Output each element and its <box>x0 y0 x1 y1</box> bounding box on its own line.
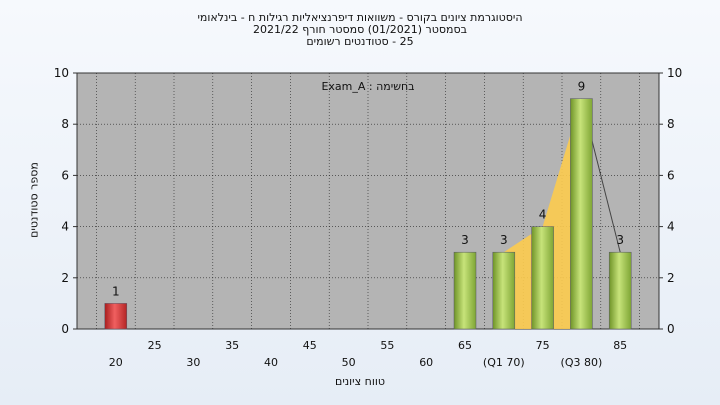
y-tick-label-right: 8 <box>667 117 675 131</box>
chart-annotation: Exam_A : בחשימה <box>321 80 414 93</box>
title-line-1: היסטוגרמת ציונים בקורס - משוואות דיפרנצי… <box>197 11 523 24</box>
bar-value-label: 1 <box>112 284 120 298</box>
x-tick-label-upper: 35 <box>225 339 239 352</box>
y-tick-label-left: 10 <box>54 66 69 80</box>
bar-value-label: 9 <box>578 80 586 94</box>
bar-value-label: 3 <box>616 233 624 247</box>
x-tick-label-lower: 20 <box>109 356 123 369</box>
y-axis-label: מספר סטודנטים <box>27 162 41 238</box>
title-line-2: בסמסטר (01/2021) סמסטר חורף 2021/22 <box>253 23 467 36</box>
y-tick-label-left: 6 <box>61 168 69 182</box>
bar-value-label: 3 <box>500 233 508 247</box>
x-tick-label-lower: 30 <box>186 356 200 369</box>
quartile-area <box>503 98 582 329</box>
y-tick-label-left: 4 <box>61 220 69 234</box>
bar <box>570 98 593 330</box>
bar <box>104 303 128 330</box>
x-tick-label-upper: 55 <box>380 339 394 352</box>
y-tick-label-right: 10 <box>667 66 682 80</box>
y-tick-label-right: 4 <box>667 220 675 234</box>
bar <box>531 226 554 330</box>
x-tick-label-lower: (Q3 80) <box>561 356 603 369</box>
y-tick-label-right: 2 <box>667 271 675 285</box>
bar <box>608 251 632 330</box>
x-tick-label-upper: 25 <box>148 339 162 352</box>
x-tick-label-lower: 50 <box>342 356 356 369</box>
x-tick-label-lower: 60 <box>419 356 433 369</box>
x-axis-label: טווח ציונים <box>335 375 385 388</box>
y-tick-label-left: 2 <box>61 271 69 285</box>
x-tick-label-lower: (Q1 70) <box>483 356 525 369</box>
y-tick-label-left: 0 <box>61 322 69 336</box>
x-tick-label-upper: 45 <box>303 339 317 352</box>
x-tick-label-upper: 65 <box>458 339 472 352</box>
x-tick-label-lower: 40 <box>264 356 278 369</box>
title-line-3: 25 - סטודנטים רשומים <box>306 35 414 48</box>
bar <box>492 251 516 330</box>
y-tick-label-left: 8 <box>61 117 69 131</box>
bar <box>453 251 477 330</box>
bar-value-label: 4 <box>539 208 547 222</box>
x-tick-label-upper: 75 <box>536 339 550 352</box>
y-tick-label-right: 6 <box>667 168 675 182</box>
x-tick-label-upper: 85 <box>613 339 627 352</box>
bar-value-label: 3 <box>461 233 469 247</box>
y-tick-label-right: 0 <box>667 322 675 336</box>
